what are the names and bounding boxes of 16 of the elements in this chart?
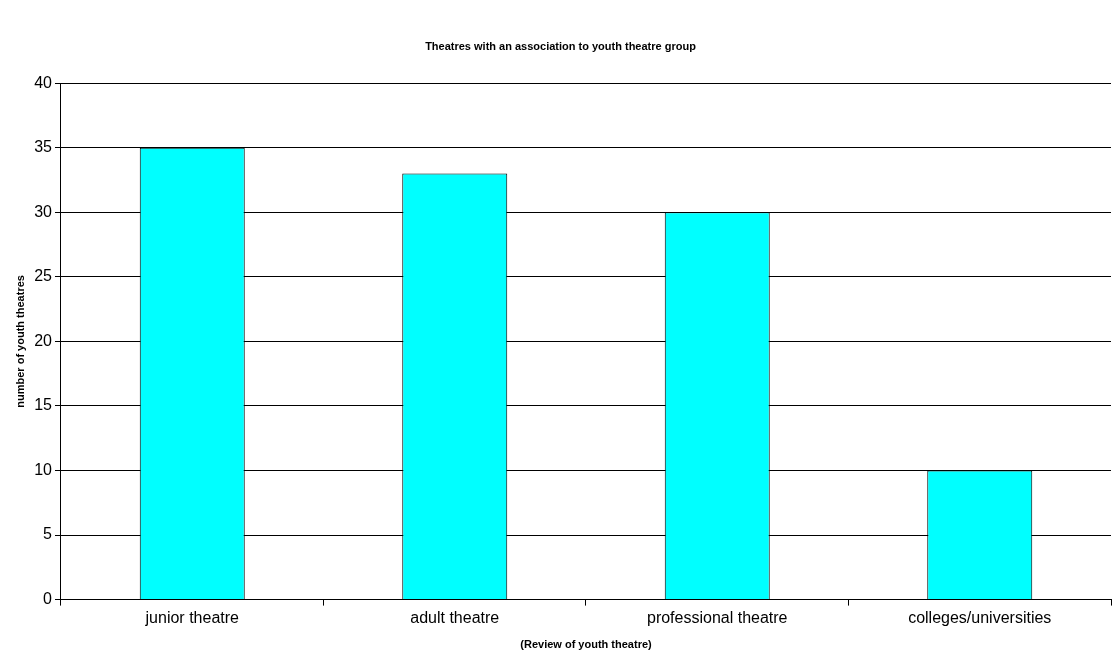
y-tick-label: 20 [34,331,53,349]
x-axis-title: (Review of youth theatre) [520,638,653,651]
y-tick-label: 25 [34,267,53,285]
x-tick-label: colleges/universities [908,608,1052,626]
x-tick-label: adult theatre [410,608,500,626]
y-axis-title: number of youth theatres [13,275,26,408]
y-tick-label: 0 [43,590,53,608]
x-tick-label: junior theatre [144,608,240,626]
x-tick-label: professional theatre [646,608,788,626]
chart-title: Theatres with an association to youth theatre group [425,39,697,52]
y-tick-label: 5 [43,525,53,543]
y-tick-label: 40 [34,73,53,91]
y-tick-label: 15 [34,396,53,414]
y-tick-label: 10 [34,460,53,478]
y-tick-label: 35 [34,138,53,156]
y-tick-label: 30 [34,202,53,220]
